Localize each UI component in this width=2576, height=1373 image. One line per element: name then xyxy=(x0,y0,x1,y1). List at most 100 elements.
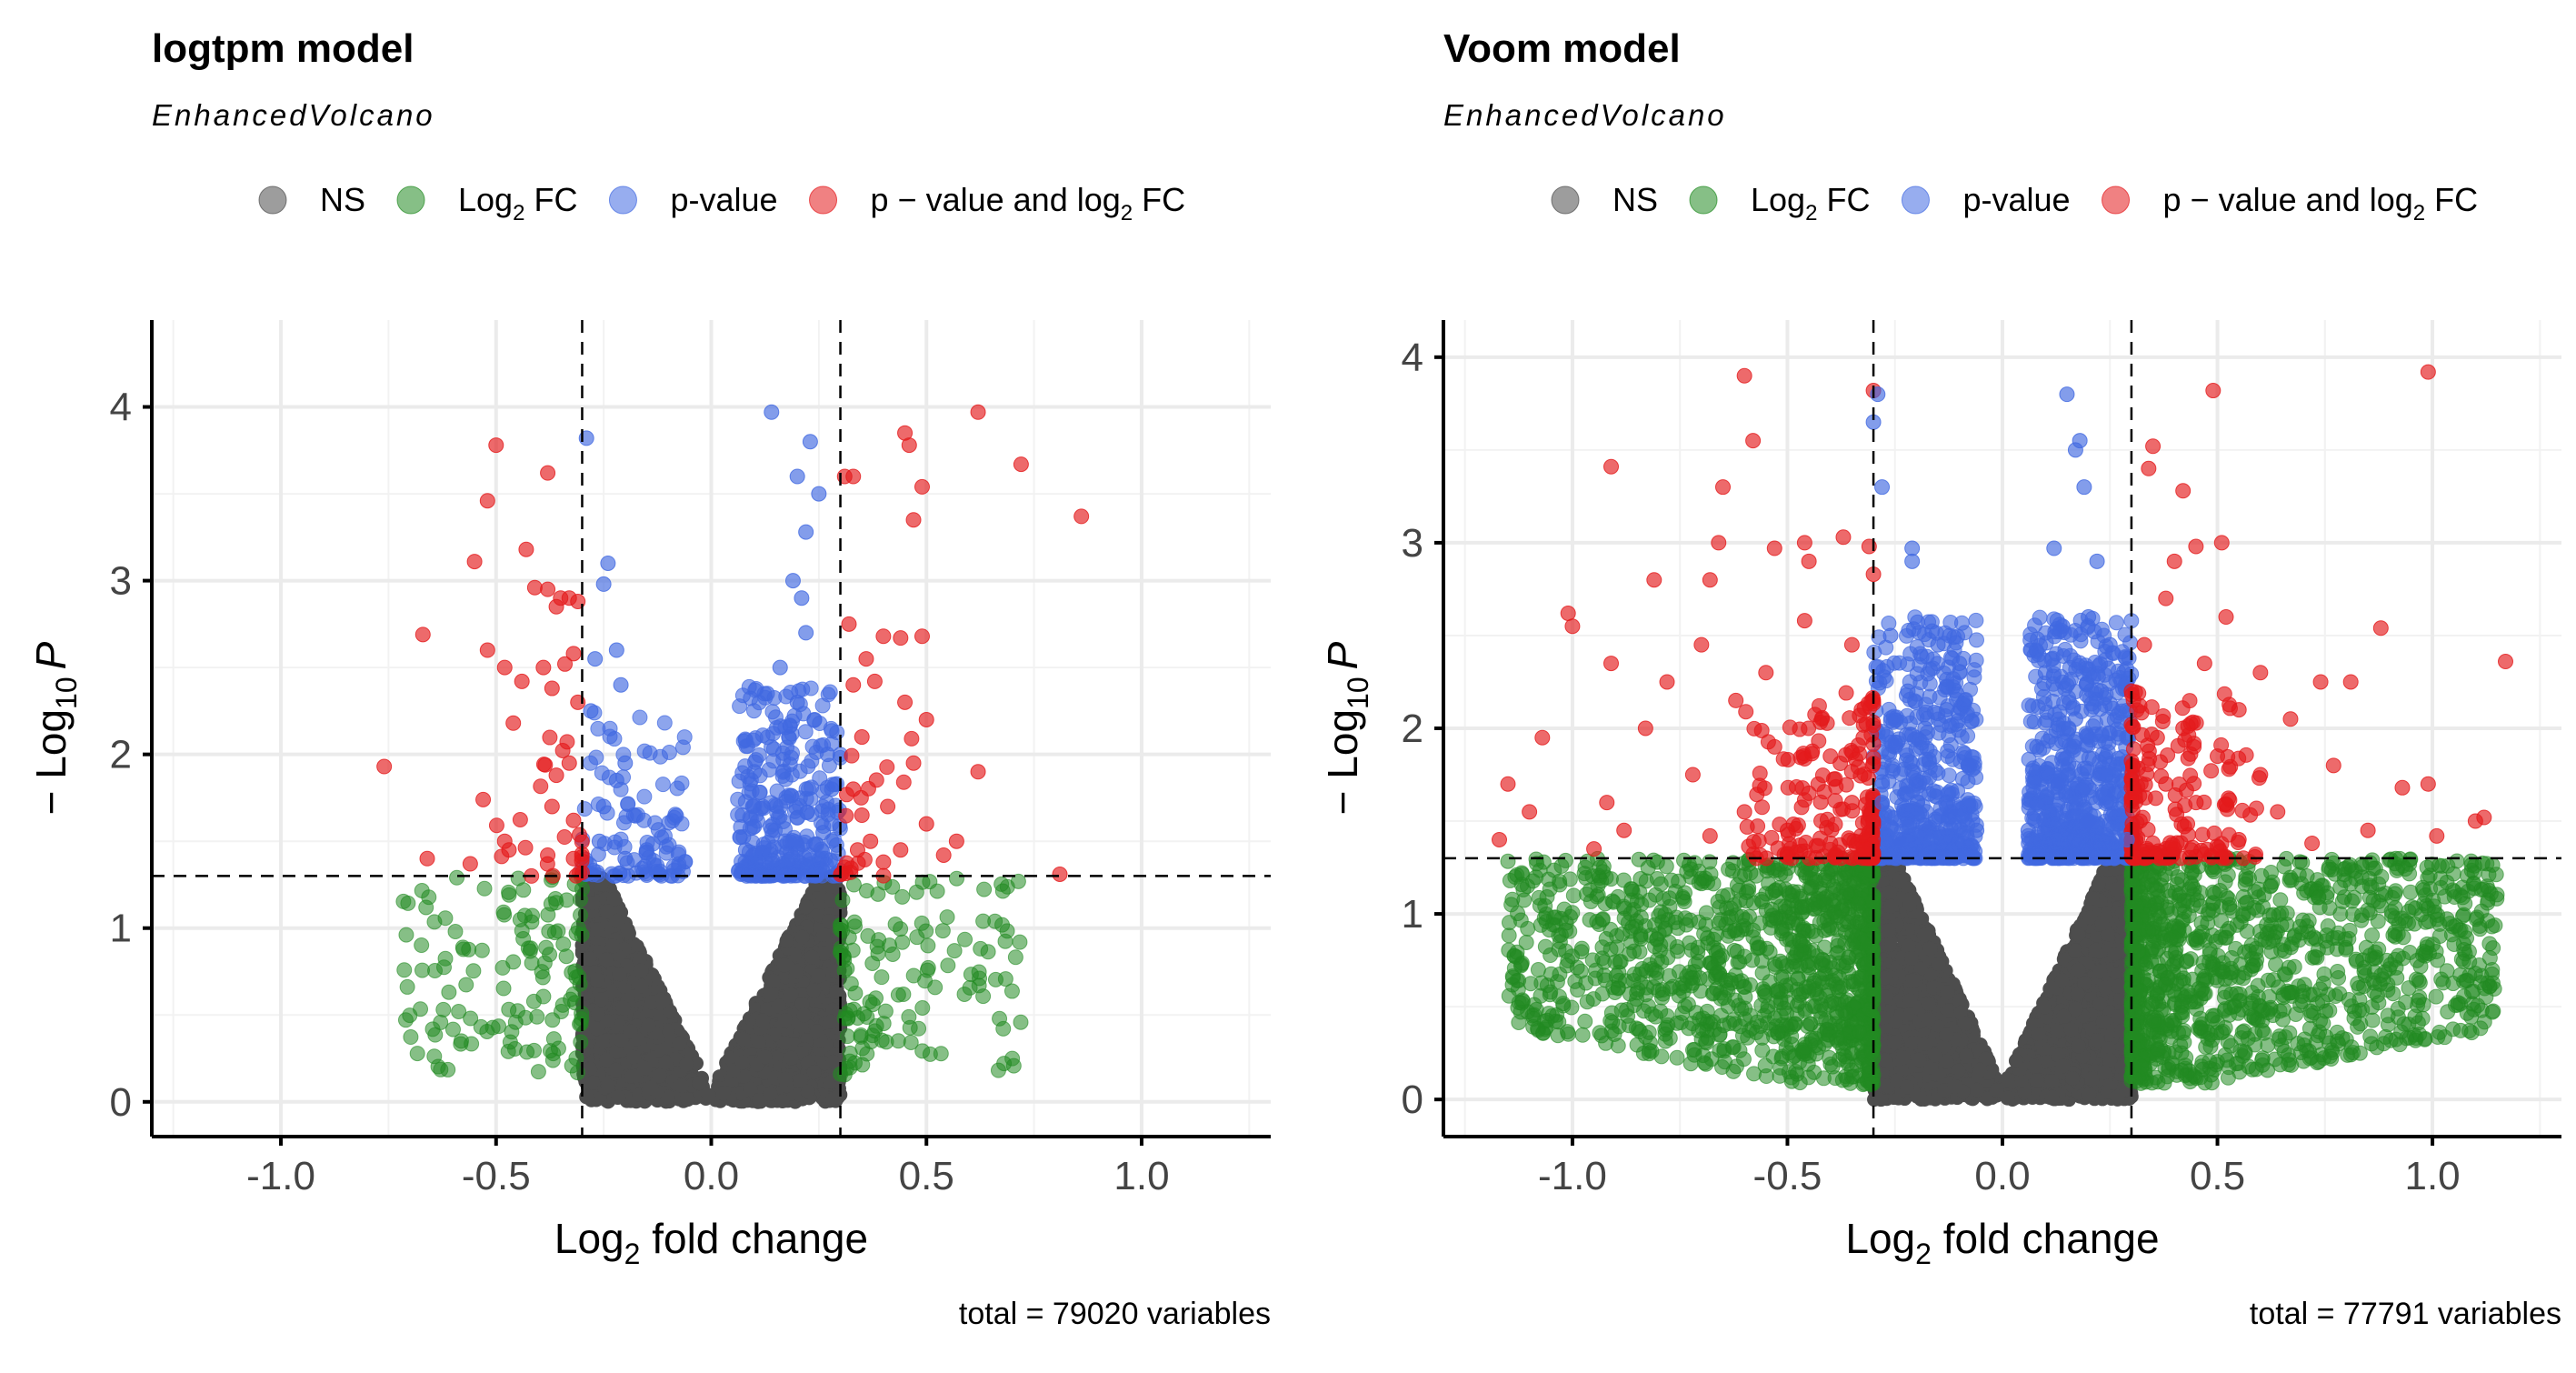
point-log2fc xyxy=(920,937,936,954)
point-log2fc xyxy=(553,1003,569,1019)
point-ns xyxy=(658,1055,674,1070)
legend-marker xyxy=(1551,185,1580,215)
point-log2fc xyxy=(550,923,566,939)
point-log2fc xyxy=(453,1033,469,1049)
point-pvalue-and-log2fc xyxy=(849,842,865,858)
point-log2fc xyxy=(566,995,583,1011)
point-log2fc xyxy=(1013,1014,1029,1030)
point-pvalue xyxy=(653,748,669,765)
point-log2fc xyxy=(927,979,944,996)
point-pvalue xyxy=(804,753,820,769)
point-pvalue-and-log2fc xyxy=(897,694,914,710)
point-pvalue xyxy=(764,404,780,420)
caption: total = 79020 variables xyxy=(959,1297,1271,1331)
point-ns xyxy=(824,1014,839,1029)
point-log2fc xyxy=(441,984,457,1000)
point-log2fc xyxy=(845,1001,862,1017)
point-log2fc xyxy=(507,1014,524,1030)
plot-subtitle: EnhancedVolcano xyxy=(1443,98,1727,132)
point-log2fc xyxy=(863,1034,879,1050)
point-pvalue-and-log2fc xyxy=(866,673,883,689)
point-log2fc xyxy=(1007,949,1023,966)
point-ns xyxy=(612,967,627,982)
point-pvalue xyxy=(768,797,784,814)
point-log2fc xyxy=(510,870,526,887)
point-ns xyxy=(734,1055,750,1070)
point-log2fc xyxy=(395,893,412,909)
legend: NS Log2 FC p-value p − value and log2 FC xyxy=(1551,181,2478,225)
legend-item: NS xyxy=(258,181,365,218)
point-pvalue xyxy=(759,686,775,702)
point-ns xyxy=(692,1076,707,1091)
point-pvalue xyxy=(745,703,762,719)
point-pvalue-and-log2fc xyxy=(548,767,564,784)
point-pvalue xyxy=(824,723,840,739)
point-ns xyxy=(606,891,622,907)
point-pvalue-and-log2fc xyxy=(970,764,986,780)
point-pvalue xyxy=(811,486,827,502)
point-log2fc xyxy=(495,980,512,997)
point-log2fc xyxy=(567,963,584,979)
point-ns xyxy=(623,1024,638,1039)
point-ns xyxy=(672,1036,687,1051)
point-log2fc xyxy=(413,1001,429,1017)
point-ns xyxy=(715,1086,731,1101)
point-log2fc xyxy=(426,1048,443,1065)
point-ns xyxy=(629,938,644,954)
point-log2fc xyxy=(458,977,474,993)
point-pvalue-and-log2fc xyxy=(858,651,874,667)
point-pvalue-and-log2fc xyxy=(845,468,862,485)
point-ns xyxy=(652,1068,667,1084)
point-pvalue-and-log2fc xyxy=(901,437,917,454)
point-pvalue xyxy=(617,755,634,771)
legend-marker xyxy=(809,185,838,215)
point-log2fc xyxy=(877,1003,894,1019)
point-ns xyxy=(800,1084,815,1099)
point-pvalue-and-log2fc xyxy=(565,812,582,828)
point-ns xyxy=(779,933,794,948)
point-pvalue-and-log2fc xyxy=(879,759,895,776)
point-log2fc xyxy=(426,914,443,930)
point-pvalue-and-log2fc xyxy=(914,628,930,645)
point-pvalue xyxy=(746,764,763,780)
legend-marker xyxy=(608,185,637,215)
x-axis-title: Log2 fold change xyxy=(554,1215,868,1270)
y-tick-label: 1 xyxy=(110,907,132,951)
legend-marker xyxy=(258,185,287,215)
point-ns xyxy=(679,1057,694,1072)
point-cloud xyxy=(395,678,1029,1109)
point-log2fc xyxy=(963,967,979,983)
point-pvalue xyxy=(819,747,835,763)
point-log2fc xyxy=(435,1001,452,1017)
point-pvalue xyxy=(774,764,791,780)
point-ns xyxy=(609,913,624,928)
point-log2fc xyxy=(473,1018,489,1035)
point-pvalue-and-log2fc xyxy=(479,642,495,658)
point-ns xyxy=(774,1093,790,1108)
point-pvalue xyxy=(625,807,642,824)
point-pvalue-and-log2fc xyxy=(535,659,552,676)
point-ns xyxy=(809,1024,824,1039)
point-log2fc xyxy=(530,1064,546,1080)
point-pvalue xyxy=(602,728,618,745)
point-pvalue-and-log2fc xyxy=(561,755,577,771)
point-ns xyxy=(763,1086,778,1101)
point-log2fc xyxy=(433,1061,449,1077)
point-log2fc xyxy=(993,876,1010,892)
point-pvalue-and-log2fc xyxy=(845,781,862,797)
point-pvalue xyxy=(632,709,648,726)
point-log2fc xyxy=(939,909,955,926)
point-ns xyxy=(830,1089,845,1105)
point-pvalue-and-log2fc xyxy=(514,673,530,689)
point-pvalue-and-log2fc xyxy=(845,676,862,693)
point-ns xyxy=(634,978,649,994)
point-pvalue xyxy=(814,861,830,877)
point-ns xyxy=(598,952,614,967)
point-pvalue xyxy=(674,739,691,756)
point-log2fc xyxy=(558,948,574,965)
point-pvalue xyxy=(656,827,673,844)
point-pvalue xyxy=(824,781,840,797)
point-pvalue xyxy=(634,860,651,877)
point-ns xyxy=(751,1035,766,1050)
point-pvalue-and-log2fc xyxy=(565,850,582,867)
